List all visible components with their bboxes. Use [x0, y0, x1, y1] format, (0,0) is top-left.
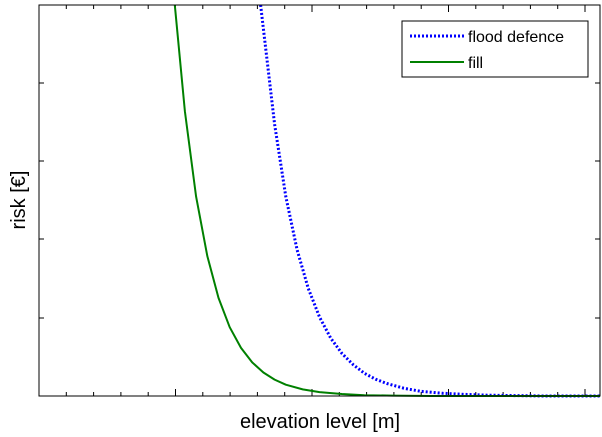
legend: flood defence fill [401, 20, 589, 78]
plot-frame [38, 4, 601, 397]
ticks-group [39, 5, 600, 396]
legend-label-fill: fill [468, 55, 483, 72]
legend-box [401, 20, 589, 78]
legend-label-flood-defence: flood defence [468, 29, 564, 46]
x-axis-label: elevation level [m] [240, 411, 400, 433]
y-axis-label: risk [€] [8, 171, 30, 230]
series-line-flood-defence [259, 4, 600, 398]
